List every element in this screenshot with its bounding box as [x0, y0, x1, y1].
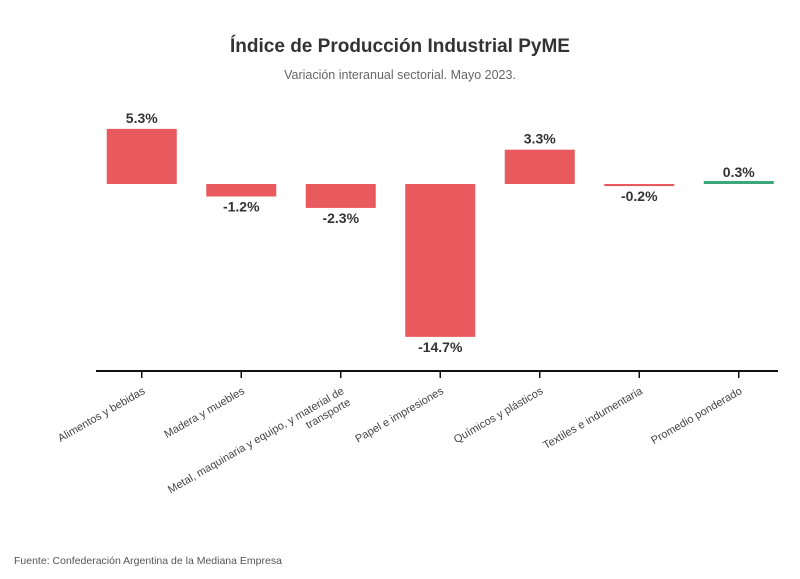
bar — [305, 184, 376, 208]
data-label: -2.3% — [322, 210, 359, 226]
data-label: 5.3% — [126, 110, 158, 126]
x-tick-label-group: Madera y muebles — [162, 385, 247, 441]
bar — [604, 184, 675, 187]
x-tick-label-group: Alimentos y bebidas — [56, 385, 148, 445]
x-tick-label: Textiles e indumentaria — [541, 385, 645, 452]
x-tick-label: Alimentos y bebidas — [56, 385, 148, 445]
source-note: Fuente: Confederación Argentina de la Me… — [14, 555, 282, 567]
data-label: 0.3% — [723, 164, 755, 180]
x-tick-label: Metal, maquinaria y equipo, y material d… — [166, 385, 346, 496]
bar — [206, 184, 277, 197]
bar — [405, 184, 476, 337]
data-label: -0.2% — [621, 188, 658, 204]
x-tick-label-group: Papel e impresiones — [353, 385, 446, 445]
data-label: -1.2% — [223, 198, 260, 214]
data-label: 3.3% — [524, 131, 556, 147]
bar — [106, 128, 177, 184]
x-tick-label-group: Promedio ponderado — [649, 385, 744, 447]
x-tick-label: Papel e impresiones — [353, 385, 446, 445]
x-tick-label-group: Textiles e indumentaria — [541, 385, 645, 452]
x-tick-label-group: Metal, maquinaria y equipo, y material d… — [166, 385, 353, 496]
x-tick-label: Madera y muebles — [162, 385, 247, 441]
x-tick-label: Químicos y plásticos — [452, 385, 546, 446]
x-tick-label: Promedio ponderado — [649, 385, 744, 447]
chart-title: Índice de Producción Industrial PyME — [230, 36, 570, 57]
chart-subtitle: Variación interanual sectorial. Mayo 202… — [284, 68, 516, 82]
data-label: -14.7% — [418, 339, 463, 355]
bar-average — [703, 181, 774, 184]
bar — [504, 149, 575, 184]
x-tick-label-group: Químicos y plásticos — [452, 385, 546, 446]
